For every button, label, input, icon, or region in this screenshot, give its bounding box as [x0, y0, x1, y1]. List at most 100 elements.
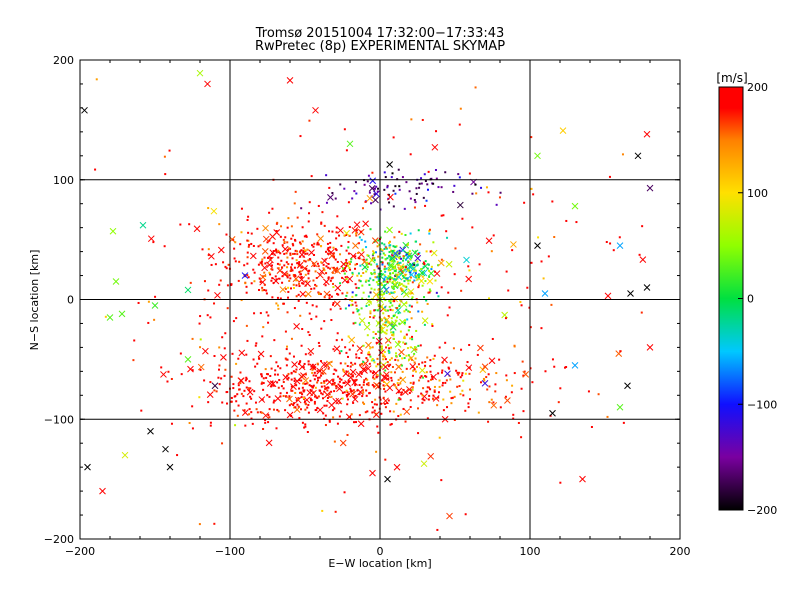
data-point-dot — [179, 223, 182, 226]
data-point-dot — [218, 364, 221, 367]
data-point-dot — [260, 262, 263, 265]
data-point-dot — [385, 247, 388, 250]
data-point-dot — [267, 321, 270, 324]
data-point-dot — [343, 267, 346, 270]
data-point-dot — [348, 348, 351, 351]
data-point-dot — [302, 390, 305, 393]
data-point-dot — [303, 389, 306, 392]
data-point-cross — [639, 256, 647, 264]
data-point-dot — [264, 262, 267, 265]
data-point-dot — [389, 299, 392, 302]
data-point-dot — [418, 251, 421, 254]
data-point-dot — [363, 402, 366, 405]
data-point-dot — [430, 265, 433, 268]
data-point-dot — [373, 272, 376, 275]
data-point-dot — [254, 365, 257, 368]
data-point-cross — [488, 357, 496, 365]
data-point-dot — [288, 279, 291, 282]
data-point-dot — [272, 250, 275, 253]
data-point-dot — [452, 190, 455, 193]
data-point-dot — [305, 267, 308, 270]
data-point-dot — [404, 319, 407, 322]
data-point-dot — [231, 352, 234, 355]
data-point-dot — [411, 266, 414, 269]
data-point-cross — [237, 377, 245, 385]
data-point-dot — [458, 176, 461, 179]
data-point-dot — [406, 347, 409, 350]
data-point-dot — [368, 392, 371, 395]
data-point-dot — [547, 255, 550, 258]
data-point-dot — [233, 247, 236, 250]
data-point-dot — [338, 401, 341, 404]
data-point-dot — [342, 368, 345, 371]
data-point-dot — [301, 393, 304, 396]
data-point-dot — [306, 406, 309, 409]
data-point-dot — [507, 289, 510, 292]
data-point-dot — [287, 263, 290, 266]
data-point-dot — [468, 366, 471, 369]
data-point-dot — [328, 419, 331, 422]
data-point-dot — [365, 258, 368, 261]
data-point-dot — [488, 385, 491, 388]
data-point-dot — [402, 284, 405, 287]
data-point-dot — [351, 363, 354, 366]
data-point-dot — [385, 267, 388, 270]
data-point-dot — [427, 291, 430, 294]
data-point-dot — [380, 412, 383, 415]
data-point-dot — [307, 363, 310, 366]
data-point-dot — [261, 263, 264, 266]
data-point-dot — [308, 334, 311, 337]
data-point-dot — [234, 424, 237, 427]
data-point-dot — [273, 253, 276, 256]
data-point-dot — [338, 377, 341, 380]
data-point-dot — [375, 403, 378, 406]
data-point-dot — [494, 383, 497, 386]
data-point-dot — [270, 268, 273, 271]
data-point-dot — [232, 238, 235, 241]
data-point-dot — [249, 395, 252, 398]
data-point-dot — [320, 261, 323, 264]
data-point-dot — [310, 384, 313, 387]
data-point-dot — [471, 192, 474, 195]
data-point-cross — [269, 380, 277, 388]
data-point-cross — [293, 377, 301, 385]
data-point-dot — [353, 421, 356, 424]
data-point-dot — [257, 263, 260, 266]
data-point-dot — [347, 201, 350, 204]
data-point-dot — [303, 249, 306, 252]
data-point-dot — [358, 313, 361, 316]
data-point-dot — [384, 254, 387, 257]
data-point-dot — [371, 257, 374, 260]
data-point-dot — [428, 291, 431, 294]
data-point-cross — [372, 196, 379, 204]
data-point-cross — [389, 254, 396, 262]
data-point-dot — [387, 275, 390, 278]
data-point-dot — [278, 263, 281, 266]
data-point-dot — [510, 391, 513, 394]
data-point-dot — [252, 358, 255, 361]
y-tick-label: 200 — [53, 54, 74, 67]
data-point-dot — [495, 203, 498, 206]
data-point-dot — [385, 324, 388, 327]
data-point-cross — [365, 341, 372, 349]
data-point-dot — [520, 304, 523, 307]
data-point-dot — [350, 361, 353, 364]
data-point-cross — [441, 356, 448, 364]
data-point-dot — [349, 365, 352, 368]
data-point-dot — [207, 207, 210, 210]
data-point-dot — [257, 245, 260, 248]
data-point-dot — [400, 289, 403, 292]
data-point-dot — [319, 389, 322, 392]
data-point-dot — [285, 395, 288, 398]
data-point-dot — [307, 331, 310, 334]
data-point-dot — [292, 355, 295, 358]
data-point-dot — [398, 281, 401, 284]
data-point-dot — [336, 292, 339, 295]
data-point-dot — [268, 395, 271, 398]
data-point-dot — [314, 283, 317, 286]
data-point-dot — [360, 372, 363, 375]
data-point-dot — [284, 236, 287, 239]
data-point-dot — [260, 373, 263, 376]
data-point-dot — [402, 257, 405, 260]
